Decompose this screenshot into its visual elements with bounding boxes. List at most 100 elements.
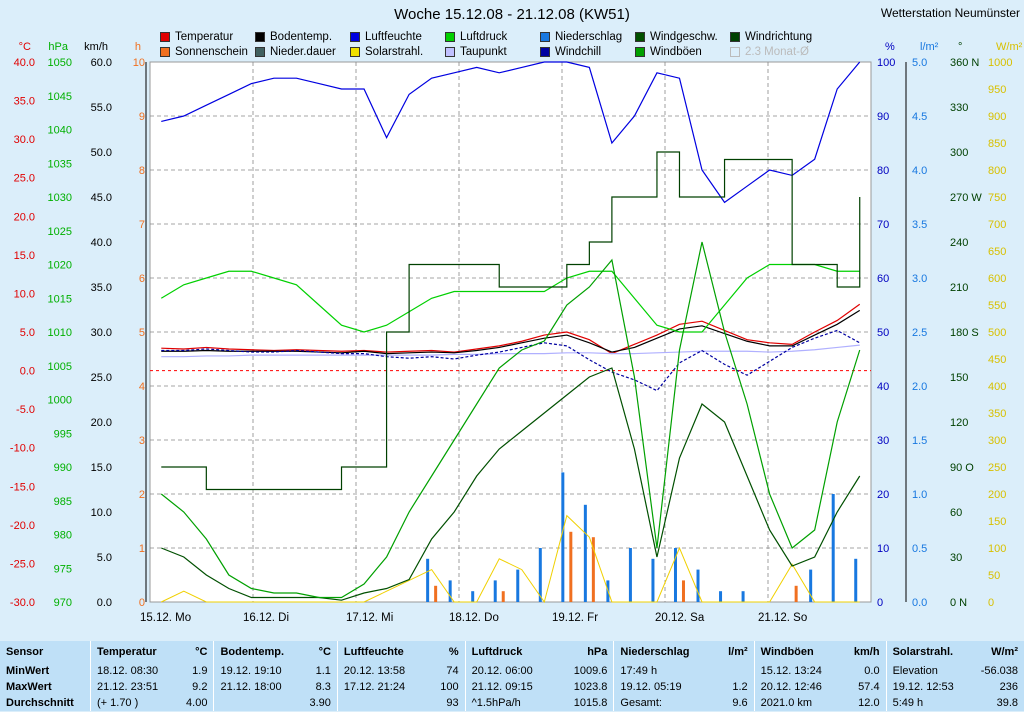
- bar-niederschlag: [471, 591, 475, 602]
- axis-tick-wind: 0.0: [97, 597, 112, 609]
- axis-tick-sun: 2: [139, 489, 145, 501]
- bar-sonnenschein: [434, 585, 438, 602]
- bar-niederschlag: [426, 558, 430, 602]
- axis-tick-hum: 30: [877, 435, 889, 447]
- axis-tick-solar: 550: [988, 300, 1006, 312]
- axis-tick-rain: 0.5: [912, 543, 927, 555]
- x-tick-label: 15.12. Mo: [140, 612, 191, 624]
- axis-tick-temp: 20.0: [14, 211, 35, 223]
- legend-label: Sonnenschein: [175, 46, 248, 58]
- axis-tick-press: 1010: [48, 327, 72, 339]
- legend-swatch: [730, 47, 740, 57]
- axis-tick-rain: 5.0: [912, 57, 927, 69]
- axis-tick-press: 980: [54, 530, 72, 542]
- x-tick-label: 16.12. Di: [243, 612, 289, 624]
- axis-tick-dir: 330: [950, 102, 968, 114]
- stats-header: Bodentemp. °C: [213, 641, 338, 663]
- legend-swatch: [635, 32, 645, 42]
- bar-niederschlag: [741, 591, 745, 602]
- axis-tick-press: 970: [54, 597, 72, 609]
- legend-swatch: [350, 47, 360, 57]
- axis-tick-hum: 100: [877, 57, 895, 69]
- legend-label: Luftdruck: [460, 31, 508, 43]
- axis-tick-dir: 0 N: [950, 597, 967, 609]
- series-luftfeuchte: [161, 61, 861, 204]
- axis-tick-dir: 120: [950, 417, 968, 429]
- axis-tick-solar: 100: [988, 543, 1006, 555]
- bar-niederschlag: [719, 591, 723, 602]
- legend-item: Windrichtung: [730, 31, 812, 43]
- axis-tick-hum: 60: [877, 273, 889, 285]
- axis-tick-temp: 35.0: [14, 96, 35, 108]
- legend-item: Temperatur: [160, 31, 233, 43]
- legend-label: Temperatur: [175, 31, 234, 43]
- stats-cell: Elevation -56.038: [885, 663, 1024, 679]
- axis-tick-press: 1030: [48, 192, 72, 204]
- axis-unit-wind: km/h: [84, 41, 108, 53]
- weather-chart: 15.12. Mo 16.12. Di 17.12. Mi 18.12. Do 19.1…: [10, 41, 1023, 624]
- axis-tick-solar: 900: [988, 111, 1006, 123]
- axis-tick-wind: 45.0: [91, 192, 112, 204]
- stats-header: Windböen km/h: [753, 641, 887, 663]
- x-tick-label: 19.12. Fr: [552, 612, 598, 624]
- axis-tick-hum: 20: [877, 489, 889, 501]
- axis-tick-solar: 400: [988, 381, 1006, 393]
- axis-tick-press: 975: [54, 563, 72, 575]
- axis-tick-rain: 4.5: [912, 111, 927, 123]
- legend-swatch: [445, 32, 455, 42]
- stats-row: MinWert 18.12. 08:30 1.9 19.12. 19:10 1.1 20.…: [0, 663, 1024, 679]
- bar-niederschlag: [561, 472, 565, 602]
- series-temperatur: [161, 303, 861, 355]
- legend-item: Windchill: [540, 46, 601, 58]
- stats-cell: 18.12. 08:30 1.9: [89, 663, 214, 679]
- series-windrichtung: [161, 151, 861, 491]
- stats-cell: 3.90: [213, 695, 338, 711]
- axis-tick-hum: 0: [877, 597, 883, 609]
- axis-tick-rain: 2.5: [912, 327, 927, 339]
- bar-niederschlag: [854, 558, 858, 602]
- series-windb-en: [160, 241, 861, 599]
- axis-unit-rain: l/m²: [920, 41, 939, 53]
- axis-tick-wind: 40.0: [91, 237, 112, 249]
- axis-tick-press: 990: [54, 462, 72, 474]
- axis-tick-temp: -20.0: [10, 520, 35, 532]
- legend-label: Nieder.dauer: [270, 46, 336, 58]
- x-tick-label: 21.12. So: [758, 612, 807, 624]
- axis-tick-press: 985: [54, 496, 72, 508]
- legend-item: Sonnenschein: [160, 46, 248, 58]
- stats-cell: 19.12. 19:10 1.1: [213, 663, 338, 679]
- axis-tick-hum: 90: [877, 111, 889, 123]
- axis-tick-wind: 50.0: [91, 147, 112, 159]
- axis-tick-temp: -15.0: [10, 481, 35, 493]
- stats-cell: Gesamt: 9.6: [613, 695, 755, 711]
- axis-tick-sun: 4: [139, 381, 145, 393]
- stats-header: Sensor: [6, 646, 44, 658]
- axis-tick-press: 1000: [48, 395, 72, 407]
- axis-tick-press: 1045: [48, 91, 72, 103]
- axis-tick-temp: 0.0: [20, 366, 35, 378]
- axis-tick-rain: 1.0: [912, 489, 927, 501]
- axis-tick-press: 1015: [48, 293, 72, 305]
- stats-cell: 21.12. 23:51 9.2: [89, 679, 214, 695]
- stats-cell: 21.12. 18:00 8.3: [213, 679, 338, 695]
- stats-cell: 5:49 h 39.8: [885, 695, 1024, 711]
- axis-tick-dir: 240: [950, 237, 968, 249]
- legend-item: Niederschlag: [540, 31, 622, 43]
- legend-label: Niederschlag: [555, 31, 623, 43]
- axis-tick-solar: 950: [988, 84, 1006, 96]
- axis-tick-solar: 300: [988, 435, 1006, 447]
- bar-sonnenschein: [681, 580, 685, 602]
- bar-niederschlag: [809, 569, 813, 602]
- axis-tick-solar: 800: [988, 165, 1006, 177]
- stats-cell: 20.12. 12:46 57.4: [753, 679, 887, 695]
- axis-unit-press: hPa: [48, 41, 68, 53]
- stats-cell: ^1.5hPa/h 1015.8: [464, 695, 614, 711]
- stats-header: Luftfeuchte%: [336, 641, 466, 663]
- stats-cell: 93: [336, 695, 466, 711]
- stats-header: Niederschlag l/m²: [613, 641, 755, 663]
- series-luftdruck: [160, 263, 860, 333]
- axis-tick-press: 1040: [48, 125, 72, 137]
- stats-cell: 2021.0 km 12.0: [753, 695, 887, 711]
- axis-tick-sun: 6: [139, 273, 145, 285]
- bar-sonnenschein: [794, 585, 798, 602]
